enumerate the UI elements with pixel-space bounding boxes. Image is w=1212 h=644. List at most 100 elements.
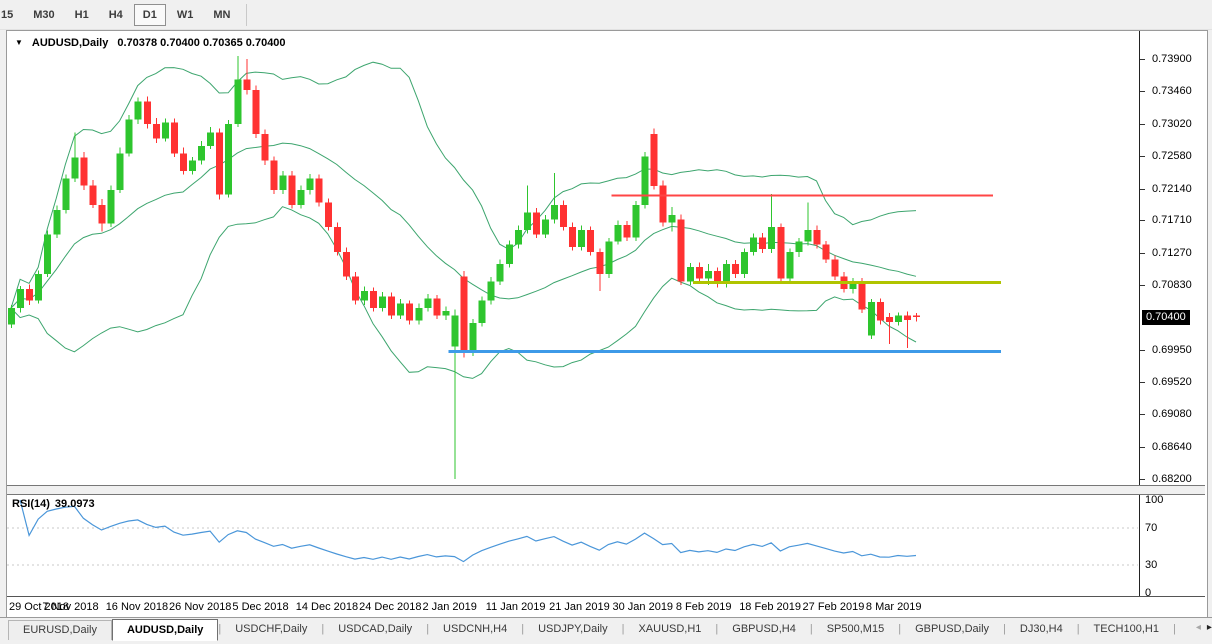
tab-separator: | xyxy=(218,623,222,635)
candle-body-bull xyxy=(514,229,522,245)
candle-body-bear xyxy=(179,153,187,171)
candle-body-bear xyxy=(152,123,160,139)
price-tick-label: 0.70830 xyxy=(1152,279,1192,292)
timeframe-button-mn[interactable]: MN xyxy=(213,8,231,21)
candle-body-bear xyxy=(569,227,577,247)
candle-body-bear xyxy=(858,281,866,310)
candle-body-bear xyxy=(270,160,278,191)
chart-symbol-label: AUDUSD,Daily xyxy=(31,37,109,49)
candle-body-bull xyxy=(722,263,730,284)
candle-body-bear xyxy=(659,185,667,223)
tab-separator: | xyxy=(898,623,902,635)
candle-body-bear xyxy=(831,259,839,277)
timeframe-button-d1[interactable]: D1 xyxy=(133,3,166,26)
candle-body-bear xyxy=(261,134,269,161)
chart-tab-usdcad-daily[interactable]: USDCAD,Daily xyxy=(338,623,413,635)
chart-tab-ukc[interactable]: UKC xyxy=(1176,620,1190,639)
date-tick-label: 16 Nov 2018 xyxy=(105,601,169,613)
candle-body-bull xyxy=(704,271,712,279)
candle-body-bull xyxy=(849,281,857,289)
chart-dropdown-caret-icon[interactable]: ▼ xyxy=(15,37,23,47)
candle-body-bear xyxy=(587,229,595,252)
price-tick-mark xyxy=(1140,123,1145,125)
tab-scroll-controls: ◂ ▸ xyxy=(1192,620,1212,636)
tab-separator: | xyxy=(1076,623,1080,635)
candle-body-bear xyxy=(351,276,359,301)
date-axis[interactable]: 29 Oct 2018 7 Nov 2018 16 Nov 2018 26 Nov 2… xyxy=(7,596,1205,618)
rsi-axis-label: 70 xyxy=(1145,521,1158,534)
candle-body-bull xyxy=(668,215,676,223)
candle-body-bear xyxy=(243,79,251,90)
candle-body-bear xyxy=(342,252,350,277)
price-tick-label: 0.73900 xyxy=(1152,53,1192,65)
rsi-indicator-panel[interactable]: RSI(14) 39.0973 xyxy=(7,495,1138,596)
candle-body-bull xyxy=(198,145,206,161)
date-tick-label: 18 Feb 2019 xyxy=(739,601,801,613)
chart-tab-usdcnh-h4[interactable]: USDCNH,H4 xyxy=(443,623,508,635)
candle-body-bull xyxy=(641,156,649,205)
chart-tab-gbpusd-h4[interactable]: GBPUSD,H4 xyxy=(732,623,796,635)
candle-body-bull xyxy=(297,190,305,205)
price-chart-canvas[interactable] xyxy=(7,31,1138,485)
candle-body-bear xyxy=(324,202,332,227)
candle-body-bull xyxy=(62,178,70,211)
date-tick-label: 5 Dec 2018 xyxy=(232,601,289,613)
date-tick-label: 21 Jan 2019 xyxy=(549,601,610,613)
toolbar-separator xyxy=(246,3,248,26)
chart-tab-sp500-m15[interactable]: SP500,M15 xyxy=(826,623,885,635)
price-tick-label: 0.72140 xyxy=(1152,182,1192,195)
candle-body-bull xyxy=(415,308,423,321)
candle-body-bear xyxy=(876,302,884,321)
chart-tab-usdjpy-daily[interactable]: USDJPY,Daily xyxy=(538,623,608,635)
chart-tab-tech100-h1[interactable]: TECH100,H1 xyxy=(1093,623,1159,635)
candle-body-bear xyxy=(759,237,767,250)
chart-tab-eurusd-daily[interactable]: EURUSD,Daily xyxy=(8,620,112,640)
candle-body-bull xyxy=(360,291,368,301)
price-tick-mark xyxy=(1140,381,1145,383)
candle-body-bull xyxy=(551,204,558,220)
price-tick-mark xyxy=(1140,414,1145,416)
candle-body-bull xyxy=(541,219,549,235)
price-tick-label: 0.71270 xyxy=(1152,246,1192,259)
timeframe-button-w1[interactable]: W1 xyxy=(176,8,194,21)
chart-ohlc-values: 0.70378 0.70400 0.70365 0.70400 xyxy=(117,37,286,49)
chart-tab-dj30-h4[interactable]: DJ30,H4 xyxy=(1019,623,1063,635)
candle-body-bull xyxy=(523,212,531,230)
candle-body-bull xyxy=(505,244,513,264)
tab-separator: | xyxy=(621,623,625,635)
candle-body-bull xyxy=(867,302,875,336)
timeframe-button-h4[interactable]: H4 xyxy=(108,8,123,21)
chart-tab-audusd-daily[interactable]: AUDUSD,Daily xyxy=(111,619,219,641)
timeframe-button-h1[interactable]: H1 xyxy=(74,8,89,21)
date-tick-label: 8 Feb 2019 xyxy=(675,601,732,613)
timeframe-button-15[interactable]: 15 xyxy=(1,8,14,21)
rsi-canvas[interactable] xyxy=(7,495,1138,596)
tab-scroll-right-icon[interactable]: ▸ xyxy=(1206,622,1212,633)
candle-body-bull xyxy=(686,266,694,282)
price-axis[interactable]: 0.70400 0.73900 0.73460 0.73020 0.72580 0.72… xyxy=(1139,31,1207,599)
price-tick-label: 0.69520 xyxy=(1152,375,1192,388)
tab-scroll-left-icon[interactable]: ◂ xyxy=(1195,622,1201,633)
chart-tab-bar: EURUSD,Daily AUDUSD,Daily | USDCHF,Daily | US… xyxy=(0,617,1212,644)
chart-tab-xauusd-h1[interactable]: XAUUSD,H1 xyxy=(638,623,702,635)
candle-body-bull xyxy=(750,237,758,252)
candle-body-bull xyxy=(53,210,61,235)
panel-splitter[interactable] xyxy=(7,485,1205,495)
candle-body-bull xyxy=(451,315,459,347)
bollinger-lower-band xyxy=(10,206,917,379)
price-tick-label: 0.73020 xyxy=(1152,117,1192,130)
timeframe-button-m30[interactable]: M30 xyxy=(33,8,55,21)
timeframe-toolbar: 15 M30 H1 H4 D1 W1 MN xyxy=(0,0,1212,30)
candle-body-bull xyxy=(424,298,432,309)
price-tick-mark xyxy=(1140,350,1145,352)
chart-tab-gbpusd-daily[interactable]: GBPUSD,Daily xyxy=(915,623,990,635)
main-chart-area[interactable]: ▼ AUDUSD,Daily 0.70378 0.70400 0.70365 0… xyxy=(7,31,1138,485)
candle-body-bear xyxy=(623,224,631,238)
date-tick-label: 26 Nov 2018 xyxy=(169,601,232,613)
bollinger-upper-band xyxy=(10,61,917,309)
candle-body-bull xyxy=(768,227,776,250)
chart-tab-usdchf-daily[interactable]: USDCHF,Daily xyxy=(235,623,308,635)
candle-body-bear xyxy=(288,175,296,205)
candle-body-bull xyxy=(8,308,15,325)
